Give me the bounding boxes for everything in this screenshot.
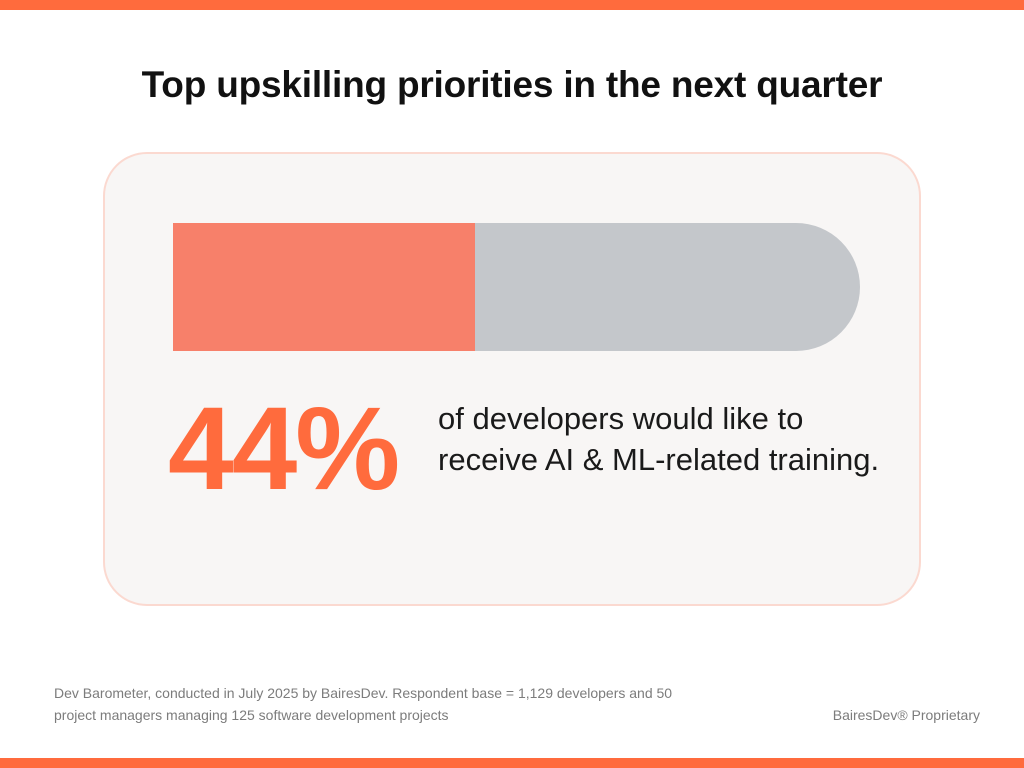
- brand-label: BairesDev® Proprietary: [832, 707, 980, 723]
- bottom-accent-bar: [0, 758, 1024, 768]
- page-title: Top upskilling priorities in the next qu…: [141, 64, 883, 105]
- top-accent-bar: [0, 0, 1024, 10]
- stat-card: 44% of developers would like to receive …: [103, 152, 921, 606]
- progress-bar-chart: [173, 223, 860, 351]
- stat-description: of developers would like to receive AI &…: [438, 401, 880, 477]
- progress-fill: [173, 223, 475, 351]
- stat-value: 44%: [168, 383, 400, 515]
- source-note: Dev Barometer, conducted in July 2025 by…: [54, 685, 673, 723]
